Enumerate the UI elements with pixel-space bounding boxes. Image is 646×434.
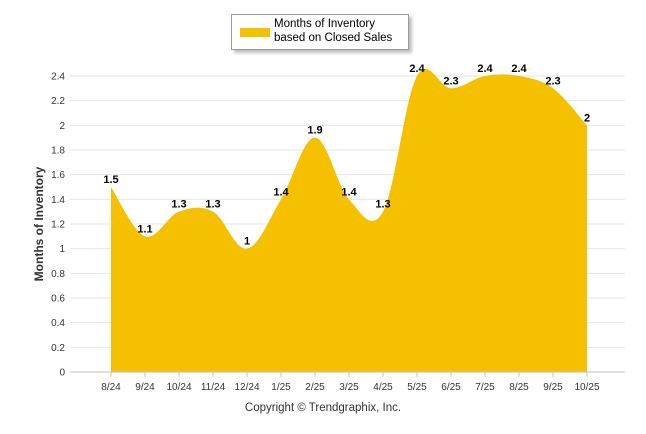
y-tick-label: 2.4	[51, 72, 65, 83]
x-tick-label: 10/24	[166, 382, 191, 393]
data-label: 1.3	[375, 199, 390, 211]
x-tick-label: 2/25	[305, 382, 325, 393]
data-label: 2.4	[409, 63, 425, 75]
x-tick-label: 8/24	[101, 382, 121, 393]
data-label: 2	[584, 112, 590, 124]
data-label: 1.5	[103, 174, 118, 186]
inventory-area	[111, 68, 587, 372]
x-axis-ticks: 8/24 9/24 10/24 11/24 12/24 1/25 2/25 3/25 4/25 5…	[101, 372, 600, 393]
data-label: 2.3	[545, 75, 560, 87]
y-tick-label: 0.4	[51, 318, 65, 329]
data-label: 1.4	[341, 186, 357, 198]
data-label: 1.3	[205, 199, 220, 211]
y-axis-title: Months of Inventory	[32, 166, 46, 281]
x-tick-label: 8/25	[509, 382, 529, 393]
y-tick-label: 0.8	[51, 269, 65, 280]
data-label: 1	[244, 236, 250, 248]
x-tick-label: 9/25	[543, 382, 563, 393]
data-label: 1.9	[307, 125, 322, 137]
y-tick-label: 0.6	[51, 294, 65, 305]
legend-label: Months of Inventory based on Closed Sale…	[274, 18, 393, 44]
data-label: 2.4	[477, 63, 493, 75]
y-tick-label: 1.4	[51, 195, 65, 206]
data-label: 1.4	[273, 186, 289, 198]
legend: Months of Inventory based on Closed Sale…	[231, 14, 409, 50]
x-tick-label: 10/25	[574, 382, 599, 393]
data-label: 1.3	[171, 199, 186, 211]
x-tick-label: 9/24	[135, 382, 155, 393]
y-tick-label: 0	[59, 368, 65, 379]
x-tick-label: 1/25	[271, 382, 291, 393]
data-label: 2.4	[511, 63, 527, 75]
copyright-footer: Copyright © Trendgraphix, Inc.	[244, 402, 402, 414]
x-tick-label: 12/24	[234, 382, 259, 393]
x-tick-label: 5/25	[407, 382, 427, 393]
y-tick-label: 2	[59, 121, 65, 132]
x-tick-label: 7/25	[475, 382, 495, 393]
data-label: 1.1	[137, 223, 152, 235]
y-tick-label: 1.6	[51, 170, 65, 181]
y-tick-label: 0.2	[51, 343, 65, 354]
y-tick-label: 1.2	[51, 220, 65, 231]
data-label: 2.3	[443, 75, 458, 87]
y-tick-label: 1.8	[51, 146, 65, 157]
x-tick-label: 6/25	[441, 382, 461, 393]
y-tick-label: 2.2	[51, 96, 65, 107]
x-tick-label: 11/24	[201, 382, 226, 393]
y-tick-label: 1	[59, 244, 65, 255]
legend-swatch	[240, 28, 270, 37]
x-tick-label: 4/25	[373, 382, 393, 393]
data-labels: 1.5 1.1 1.3 1.3 1 1.4 1.9 1.4 1.3 2.4 2.3 2.4 2.4 2.3…	[103, 63, 590, 248]
y-axis-ticks: 0 0.2 0.4 0.6 0.8 1 1.2 1.4 1.6 1.8 2 2.2 2.4	[51, 72, 65, 379]
x-tick-label: 3/25	[339, 382, 359, 393]
